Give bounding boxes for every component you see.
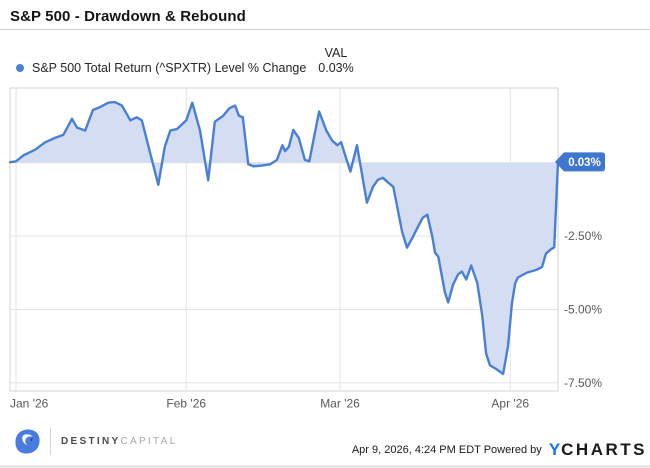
timestamp-text: Apr 9, 2026, 4:24 PM EDT Powered by — [351, 444, 542, 456]
brand-divider — [50, 428, 51, 455]
ycharts-logo: YCHARTS — [549, 440, 647, 460]
val-column-header: VAL — [324, 46, 348, 60]
legend-value-column: VAL 0.03% — [300, 46, 372, 76]
brand-lockup: DESTINYCAPITAL — [14, 428, 178, 455]
x-axis-label: Jan '26 — [10, 397, 49, 411]
x-axis-label: Apr '26 — [491, 397, 529, 411]
legend-series-dot-icon — [16, 64, 24, 72]
last-value-badge — [555, 152, 605, 172]
legend-series-label: S&P 500 Total Return (^SPXTR) Level % Ch… — [32, 61, 307, 75]
brand-name-secondary: CAPITAL — [120, 436, 178, 447]
line-series — [8, 100, 560, 376]
x-axis-label: Mar '26 — [320, 397, 360, 411]
page-title: S&P 500 - Drawdown & Rebound — [10, 8, 246, 25]
y-axis-label: -5.00% — [564, 302, 602, 316]
ycharts-logo-y: Y — [548, 440, 562, 459]
title-divider — [0, 29, 650, 30]
val-column-value: 0.03% — [318, 61, 354, 75]
bottom-edge — [0, 465, 650, 468]
y-axis-label: -2.50% — [564, 229, 602, 243]
brand-name-primary: DESTINY — [61, 436, 121, 447]
plot-border — [9, 87, 559, 392]
ycharts-logo-rest: CHARTS — [561, 440, 647, 459]
y-axis-label: -7.50% — [564, 376, 602, 390]
area-series — [10, 102, 558, 374]
destiny-capital-logo-icon — [15, 429, 40, 454]
brand-name: DESTINYCAPITAL — [61, 436, 178, 447]
attribution-row: Apr 9, 2026, 4:24 PM EDT Powered by YCHA… — [352, 440, 647, 460]
x-axis-label: Feb '26 — [166, 397, 206, 411]
last-value-badge-label: 0.03% — [568, 157, 601, 169]
